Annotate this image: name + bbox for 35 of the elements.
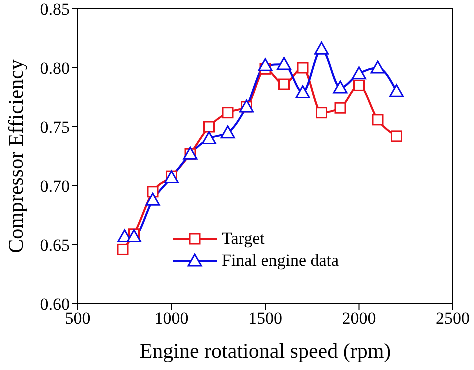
point <box>314 42 329 55</box>
point <box>277 57 292 70</box>
x-tick-label: 500 <box>65 309 91 328</box>
point <box>372 114 384 126</box>
point <box>370 60 386 74</box>
legend-label: Final engine data <box>222 251 340 271</box>
x-tick-label: 2000 <box>342 309 376 328</box>
y-tick-label: 0.75 <box>40 118 70 138</box>
point <box>352 66 366 80</box>
x-axis-title: Engine rotational speed (rpm) <box>140 339 392 363</box>
point <box>296 86 310 99</box>
point <box>278 78 290 90</box>
point <box>316 107 328 119</box>
point <box>222 107 234 119</box>
point <box>333 80 348 94</box>
y-tick-label: 0.70 <box>40 177 70 196</box>
y-tick-label: 0.65 <box>40 236 70 256</box>
y-axis-title: Compressor Efficiency <box>4 59 28 254</box>
point <box>117 244 129 256</box>
y-tick-label: 0.80 <box>40 59 70 78</box>
point <box>297 62 309 74</box>
point <box>204 121 215 133</box>
point <box>391 130 402 142</box>
point <box>146 192 160 206</box>
point <box>220 126 236 139</box>
y-tick-label: 0.85 <box>40 0 70 20</box>
point <box>258 58 273 72</box>
point <box>390 84 404 98</box>
x-tick-label: 1500 <box>248 309 282 328</box>
x-tick-label: 2500 <box>436 309 470 328</box>
legend-label: Target <box>222 229 265 249</box>
point <box>354 80 365 92</box>
point <box>202 132 216 145</box>
x-tick-label: 1000 <box>154 309 189 328</box>
point <box>334 102 346 114</box>
